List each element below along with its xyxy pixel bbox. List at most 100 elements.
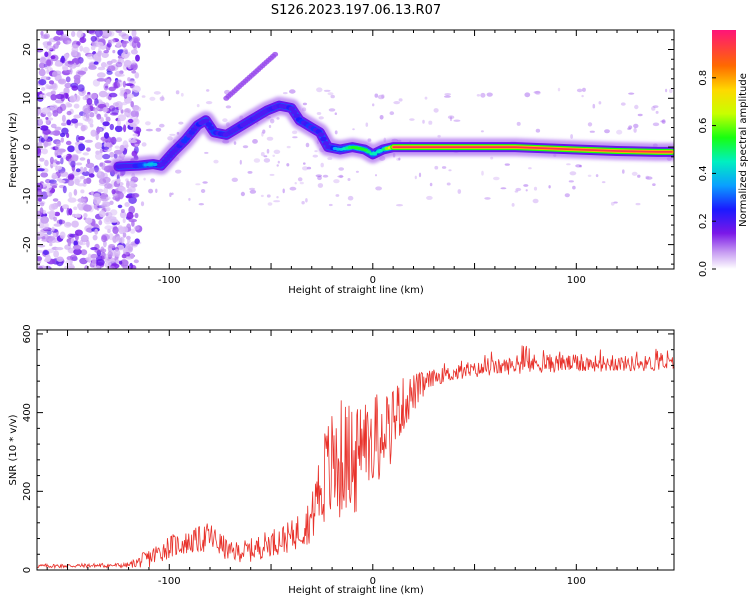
noise-blob: [576, 88, 583, 93]
noise-blob: [45, 58, 54, 67]
noise-blob: [121, 40, 127, 48]
noise-blob: [82, 46, 90, 54]
noise-blob: [52, 198, 59, 202]
noise-blob: [327, 157, 333, 161]
ridge-blob: [293, 113, 300, 119]
noise-blob: [409, 118, 415, 121]
noise-blob: [249, 189, 257, 194]
noise-blob: [534, 90, 541, 95]
noise-blob: [564, 193, 570, 198]
noise-blob: [105, 216, 110, 223]
y-tick-label: 0: [22, 567, 33, 573]
noise-blob: [323, 89, 331, 92]
noise-blob: [62, 34, 70, 39]
noise-blob: [127, 238, 131, 243]
noise-blob: [305, 142, 310, 148]
noise-blob: [120, 209, 125, 213]
spectrogram-background-noise: [37, 30, 673, 269]
noise-blob: [96, 41, 104, 48]
noise-blob: [121, 33, 130, 40]
noise-blob: [428, 120, 433, 125]
noise-blob: [124, 202, 130, 207]
noise-blob: [75, 122, 84, 126]
noise-blob: [93, 196, 101, 205]
noise-blob: [39, 94, 43, 98]
noise-blob: [105, 212, 109, 216]
noise-blob: [131, 150, 138, 157]
noise-blob: [444, 95, 451, 98]
noise-blob: [283, 92, 288, 95]
noise-blob: [40, 34, 49, 39]
noise-blob: [119, 259, 129, 267]
noise-blob: [131, 192, 140, 198]
noise-blob: [121, 254, 127, 259]
noise-blob: [109, 123, 115, 131]
noise-blob: [266, 148, 270, 154]
noise-blob: [239, 159, 242, 165]
noise-blob: [71, 118, 78, 124]
noise-blob: [56, 151, 63, 155]
noise-blob: [316, 112, 322, 115]
snr-panel: -100 0 100 0 200 400 600 Height of straight li…: [8, 324, 675, 596]
noise-blob: [67, 145, 75, 153]
noise-blob: [122, 232, 127, 238]
noise-blob: [568, 180, 574, 183]
noise-blob: [66, 119, 72, 126]
noise-blob: [116, 178, 120, 185]
noise-blob: [56, 106, 63, 114]
noise-blob: [113, 153, 118, 159]
noise-blob: [480, 92, 486, 98]
noise-blob: [448, 169, 452, 172]
noise-blob: [441, 166, 447, 169]
noise-blob: [486, 92, 493, 97]
noise-blob: [37, 191, 43, 198]
noise-blob: [645, 176, 653, 180]
noise-blob: [71, 44, 80, 49]
noise-blob: [101, 235, 108, 243]
noise-blob: [71, 31, 76, 37]
noise-blob: [109, 200, 114, 205]
noise-blob: [665, 88, 668, 93]
noise-blob: [305, 198, 308, 203]
noise-blob: [566, 163, 571, 166]
noise-blob: [180, 92, 184, 97]
noise-blob: [660, 120, 665, 123]
noise-blob: [581, 94, 584, 98]
noise-blob: [70, 160, 76, 168]
noise-blob: [122, 217, 126, 224]
noise-blob: [54, 126, 62, 131]
noise-blob: [58, 78, 67, 85]
noise-blob: [122, 48, 128, 54]
noise-blob: [75, 134, 80, 143]
noise-blob: [39, 202, 45, 207]
noise-blob: [67, 179, 75, 186]
noise-blob: [105, 253, 109, 260]
noise-blob: [87, 118, 94, 125]
figure-title: S126.2023.197.06.13.R07: [271, 3, 441, 18]
noise-blob: [80, 125, 86, 132]
ridge-blob: [208, 125, 215, 131]
noise-blob: [44, 51, 49, 58]
noise-blob: [110, 112, 119, 116]
noise-blob: [119, 144, 125, 152]
noise-blob: [335, 194, 340, 197]
noise-blob: [122, 248, 127, 253]
noise-blob: [50, 94, 57, 101]
noise-blob: [89, 112, 95, 118]
noise-blob: [418, 172, 422, 178]
noise-blob: [102, 106, 108, 113]
noise-blob: [334, 130, 338, 135]
noise-blob: [91, 40, 95, 46]
noise-blob: [213, 159, 219, 164]
noise-blob: [231, 177, 238, 182]
noise-blob: [45, 116, 49, 120]
noise-blob: [102, 200, 107, 205]
noise-blob: [50, 55, 56, 60]
noise-blob: [511, 203, 515, 207]
y-tick-label: 10: [22, 92, 33, 105]
noise-blob: [175, 90, 180, 95]
noise-blob: [198, 203, 204, 206]
noise-blob: [103, 83, 109, 91]
noise-blob: [44, 159, 49, 167]
noise-blob: [65, 140, 72, 146]
